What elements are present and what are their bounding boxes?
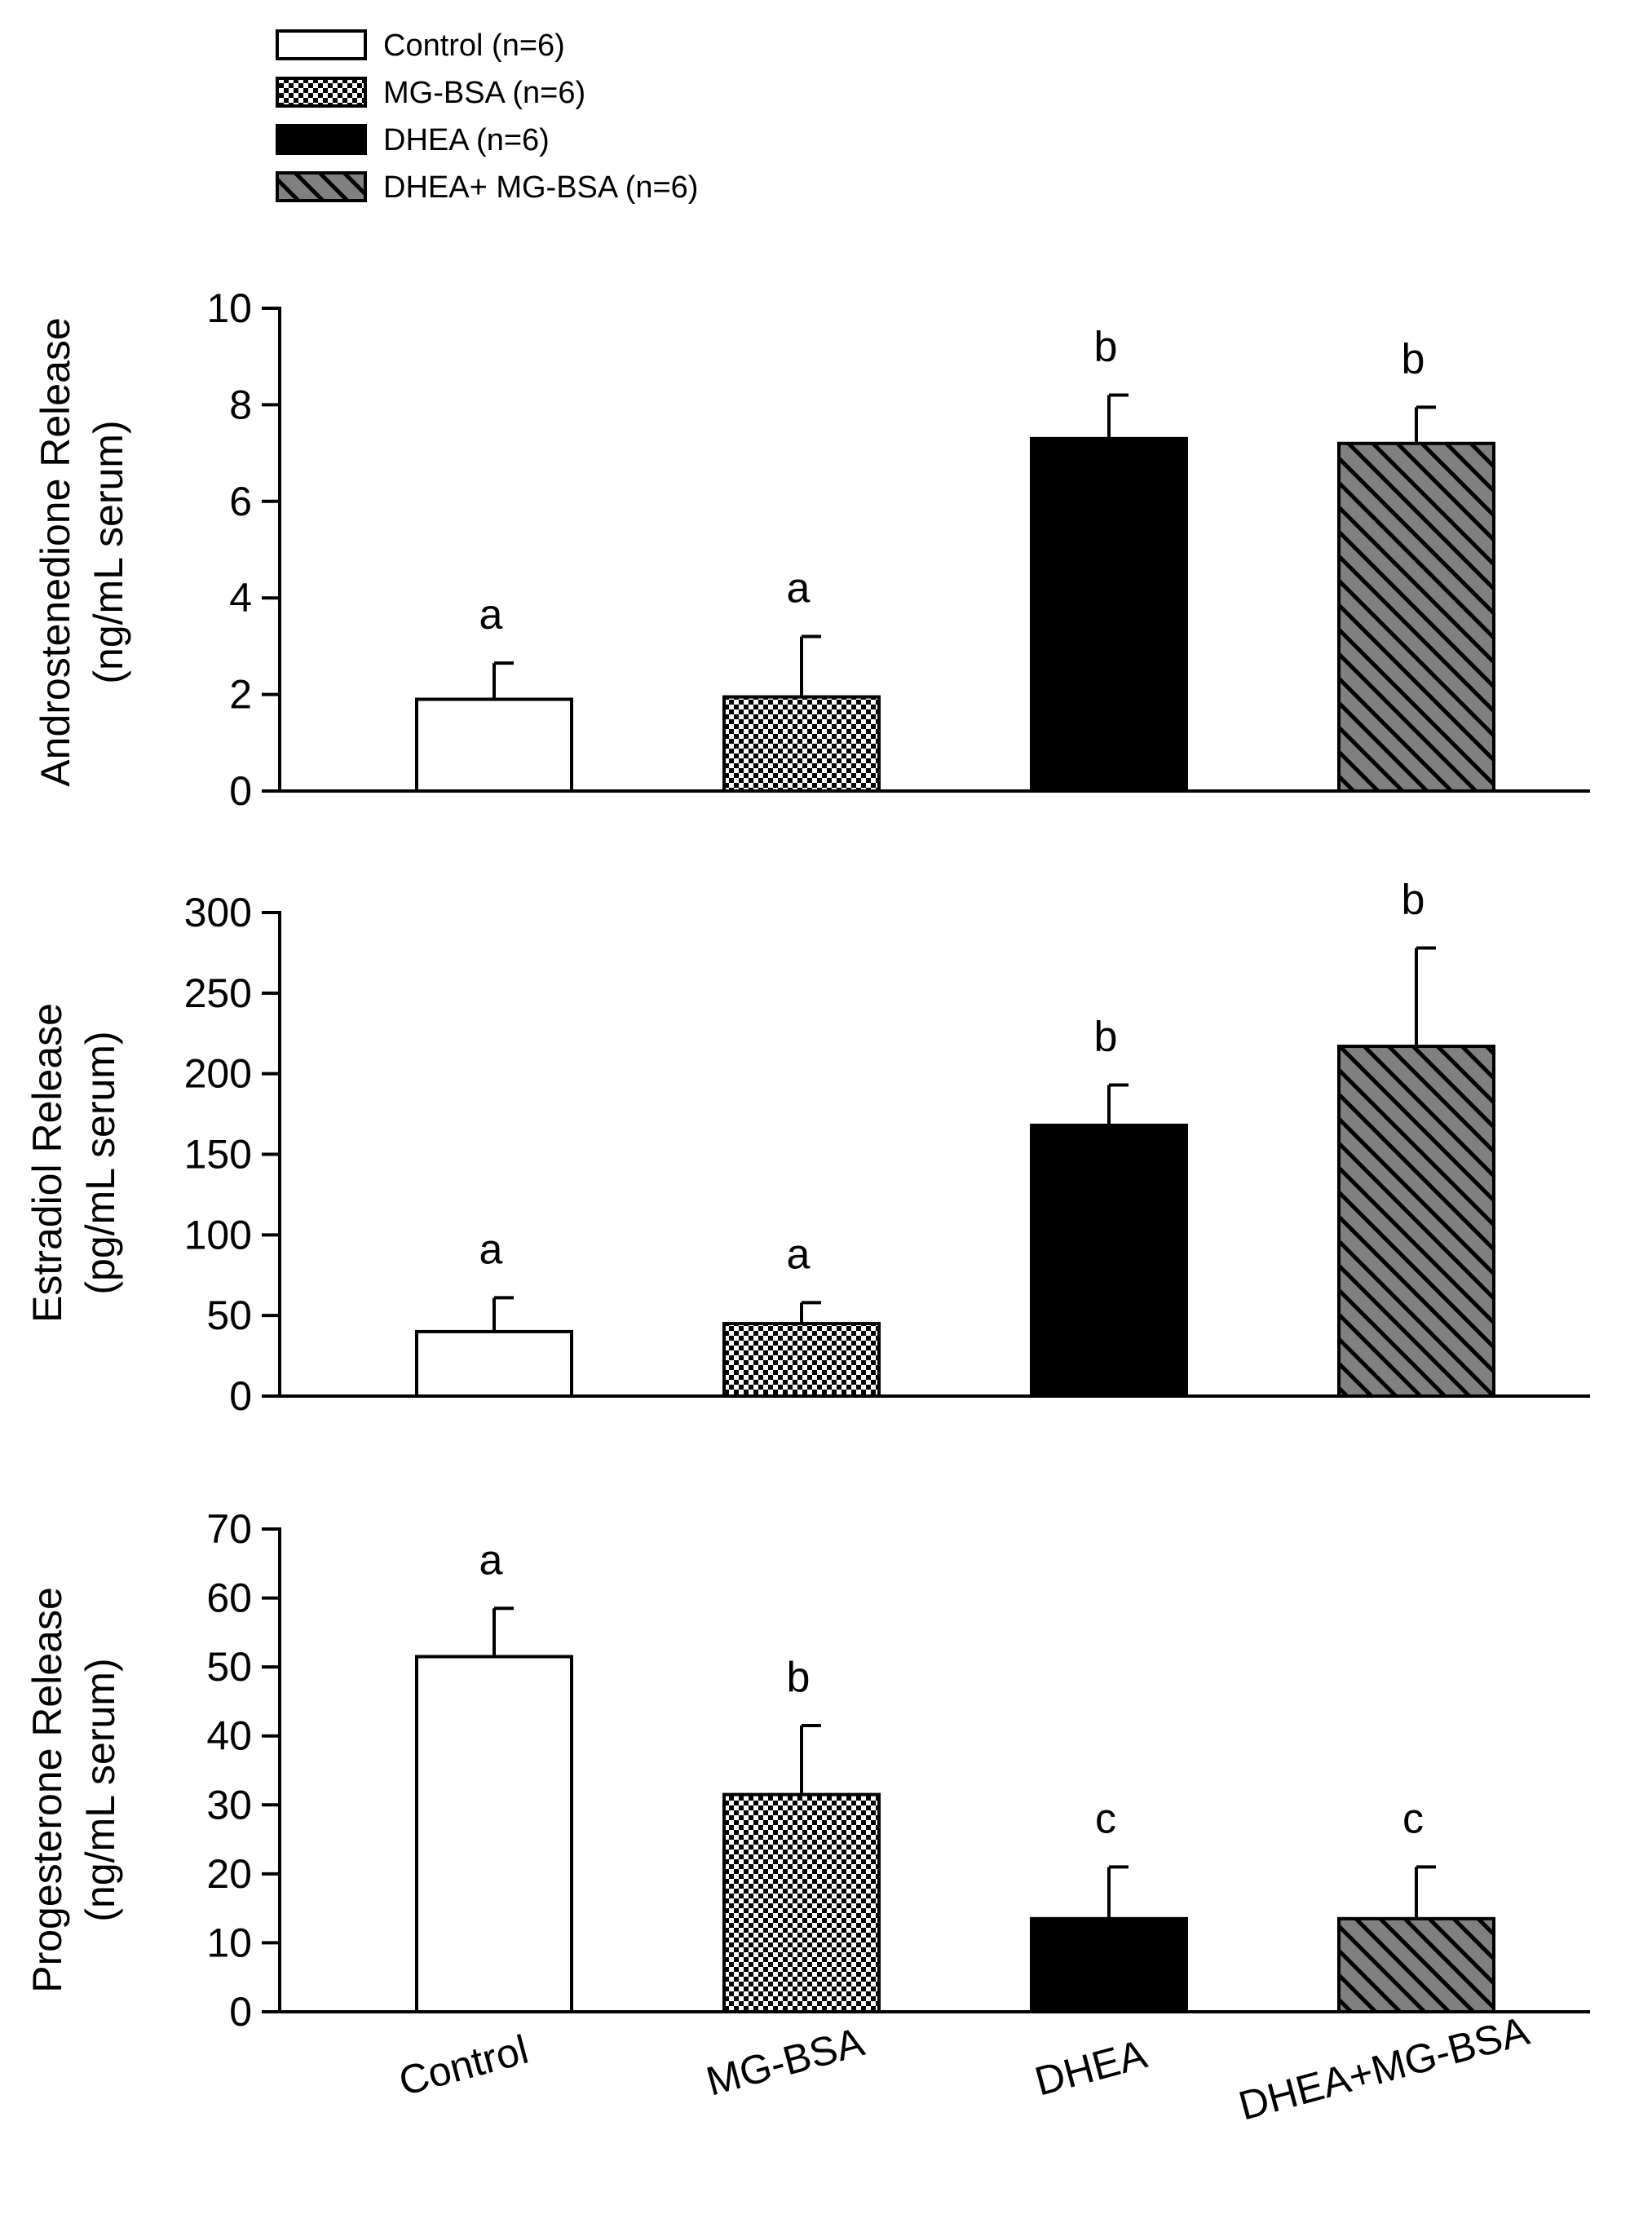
- y-tick-label: 0: [229, 1373, 252, 1419]
- bar-dhea: [1030, 1123, 1188, 1399]
- y-tick-label: 40: [206, 1713, 252, 1759]
- significance-letter-dhea: b: [1094, 1014, 1118, 1061]
- bar-mg-bsa: [722, 1792, 881, 2014]
- bar-control: [415, 1655, 573, 2013]
- legend-label-mg-bsa: MG-BSA (n=6): [383, 76, 585, 110]
- bar-mg-bsa: [722, 1322, 881, 1399]
- significance-letter-mg-bsa: a: [787, 565, 811, 612]
- significance-letter-dhea: c: [1095, 1795, 1116, 1842]
- significance-letter-control: a: [479, 591, 503, 639]
- y-tick-label: 10: [206, 285, 252, 331]
- bar-dhea: [1030, 436, 1188, 793]
- y-tick-label: 200: [184, 1051, 252, 1097]
- x-category-label-dhea: DHEA: [1030, 2031, 1151, 2104]
- y-tick-label: 10: [206, 1920, 252, 1965]
- y-axis-title: Estradiol Release (pg/mL serum): [24, 1003, 123, 1323]
- bar-mg-bsa: [722, 695, 881, 793]
- y-tick-label: 30: [206, 1782, 252, 1827]
- bar-dhea-mg-bsa: [1337, 1916, 1495, 2014]
- legend-swatch-mg-bsa: [276, 77, 367, 108]
- x-category-label-dhea-mg-bsa: DHEA+MG-BSA: [1234, 2008, 1534, 2129]
- legend-label-dhea-mg-bsa: DHEA+ MG-BSA (n=6): [383, 170, 698, 205]
- y-axis-title: Progesterone Release (ng/mL serum): [24, 1587, 123, 1993]
- y-tick-label: 0: [229, 768, 252, 814]
- legend-item-dhea: DHEA (n=6): [276, 123, 550, 157]
- significance-letter-control: a: [479, 1226, 503, 1273]
- significance-letter-dhea-mg-bsa: b: [1402, 876, 1425, 923]
- x-category-label-control: Control: [394, 2026, 532, 2105]
- legend-swatch-dhea-mg-bsa: [276, 171, 367, 202]
- y-tick-label: 70: [206, 1506, 252, 1552]
- bar-control: [415, 697, 573, 793]
- legend-swatch-dhea: [276, 124, 367, 155]
- y-axis-title-line2: (pg/mL serum): [77, 1031, 123, 1294]
- bar-control: [415, 1329, 573, 1399]
- x-category-label-mg-bsa: MG-BSA: [701, 2018, 869, 2104]
- y-axis-title-line2: (ng/mL serum): [77, 1658, 123, 1921]
- chart-panel-androstenedione: Androstenedione Release (ng/mL serum) 0 2…: [33, 285, 1590, 814]
- y-tick-label: 250: [184, 970, 252, 1016]
- y-tick-label: 150: [184, 1132, 252, 1178]
- significance-letter-dhea-mg-bsa: c: [1402, 1795, 1424, 1842]
- y-tick-label: 2: [229, 672, 252, 718]
- y-axis-title-line1: Androstenedione Release: [33, 317, 78, 786]
- bar-dhea: [1030, 1916, 1188, 2014]
- y-tick-label: 4: [229, 575, 252, 621]
- legend-label-control: Control (n=6): [383, 29, 565, 63]
- chart-panel-estradiol: Estradiol Release (pg/mL serum) 0 50 100 15…: [24, 876, 1590, 1419]
- y-tick-label: 6: [229, 479, 252, 524]
- significance-letter-dhea: b: [1094, 324, 1118, 371]
- y-axis-title-line1: Estradiol Release: [24, 1003, 70, 1323]
- legend-label-dhea: DHEA (n=6): [383, 123, 550, 157]
- bar-dhea-mg-bsa: [1337, 1045, 1495, 1399]
- significance-letter-mg-bsa: a: [787, 1231, 811, 1278]
- legend-item-dhea-mg-bsa: DHEA+ MG-BSA (n=6): [276, 170, 698, 205]
- chart-panel-progesterone: Progesterone Release (ng/mL serum) 0 10 20…: [24, 1506, 1590, 2129]
- y-axis-title-line2: (ng/mL serum): [86, 420, 131, 683]
- y-tick-label: 50: [206, 1293, 252, 1338]
- y-tick-label: 100: [184, 1212, 252, 1257]
- legend: Control (n=6) MG-BSA (n=6) DHEA (n=6) DH…: [276, 29, 698, 205]
- y-tick-label: 8: [229, 382, 252, 427]
- y-tick-label: 50: [206, 1644, 252, 1690]
- y-axis-title: Androstenedione Release (ng/mL serum): [33, 317, 131, 786]
- y-tick-label: 0: [229, 1989, 252, 2035]
- legend-item-mg-bsa: MG-BSA (n=6): [276, 76, 585, 110]
- y-tick-label: 300: [184, 890, 252, 935]
- significance-letter-mg-bsa: b: [787, 1654, 811, 1701]
- bar-dhea-mg-bsa: [1337, 441, 1495, 793]
- significance-letter-dhea-mg-bsa: b: [1402, 335, 1425, 382]
- legend-item-control: Control (n=6): [276, 29, 565, 63]
- significance-letter-control: a: [479, 1536, 503, 1584]
- legend-swatch-control: [276, 29, 367, 60]
- y-tick-label: 60: [206, 1576, 252, 1621]
- y-axis-title-line1: Progesterone Release: [24, 1587, 70, 1993]
- y-tick-label: 20: [206, 1851, 252, 1897]
